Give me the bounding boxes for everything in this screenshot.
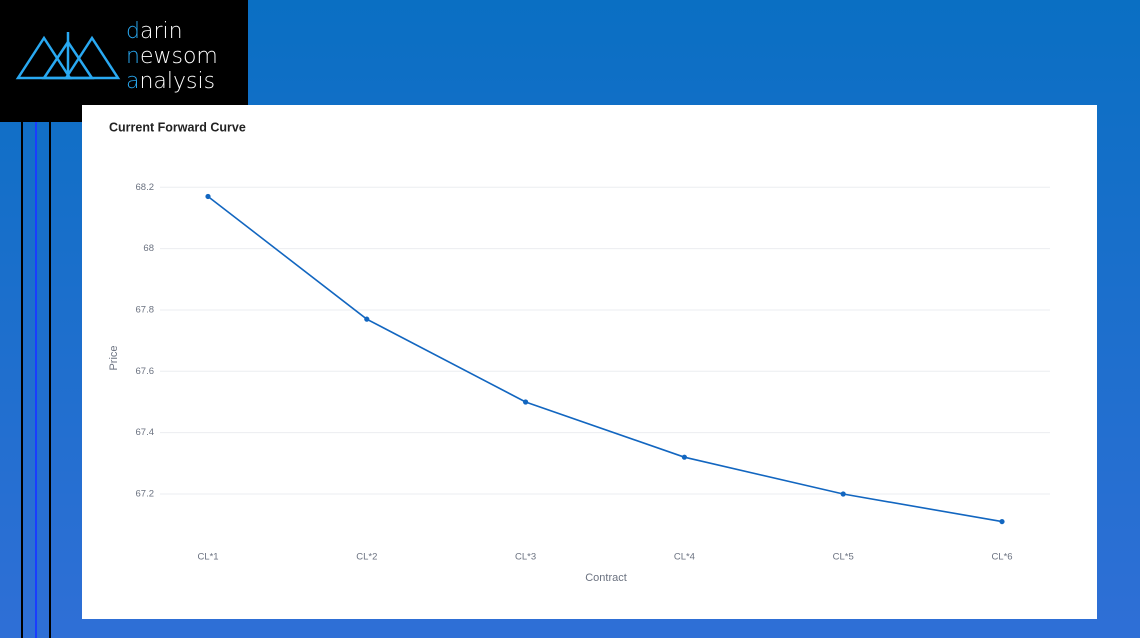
logo-icon bbox=[15, 32, 121, 80]
x-axis-title: Contract bbox=[585, 572, 627, 584]
data-point bbox=[999, 518, 1005, 525]
x-tick-label: CL*1 bbox=[197, 552, 218, 563]
logo: darin newsom analysis bbox=[0, 0, 248, 122]
data-point bbox=[523, 399, 529, 405]
data-point bbox=[364, 316, 370, 322]
y-tick-label: 68 bbox=[143, 243, 154, 254]
x-tick-label: CL*3 bbox=[515, 552, 536, 563]
chart-card bbox=[82, 105, 1097, 619]
data-line bbox=[207, 195, 1003, 523]
x-tick-label: CL*2 bbox=[356, 552, 377, 563]
x-tick-label: CL*4 bbox=[674, 552, 695, 563]
data-point bbox=[205, 193, 211, 200]
y-tick-label: 67.6 bbox=[136, 366, 155, 377]
data-point bbox=[840, 491, 846, 497]
rail bbox=[49, 122, 51, 638]
x-tick-label: CL*5 bbox=[833, 552, 854, 563]
y-tick-label: 67.4 bbox=[136, 427, 155, 438]
data-point bbox=[681, 454, 688, 460]
logo-word: analysis bbox=[126, 69, 216, 94]
rail bbox=[35, 122, 37, 638]
y-tick-label: 67.2 bbox=[136, 489, 155, 500]
y-axis-title: Price bbox=[108, 345, 120, 370]
chart-title: Current Forward Curve bbox=[109, 120, 246, 134]
y-tick-label: 67.8 bbox=[136, 304, 155, 315]
logo-word: darin bbox=[126, 19, 183, 44]
y-tick-label: 68.2 bbox=[136, 182, 155, 193]
x-tick-label: CL*6 bbox=[991, 552, 1012, 563]
rail bbox=[21, 122, 23, 638]
logo-word: newsom bbox=[126, 44, 218, 69]
